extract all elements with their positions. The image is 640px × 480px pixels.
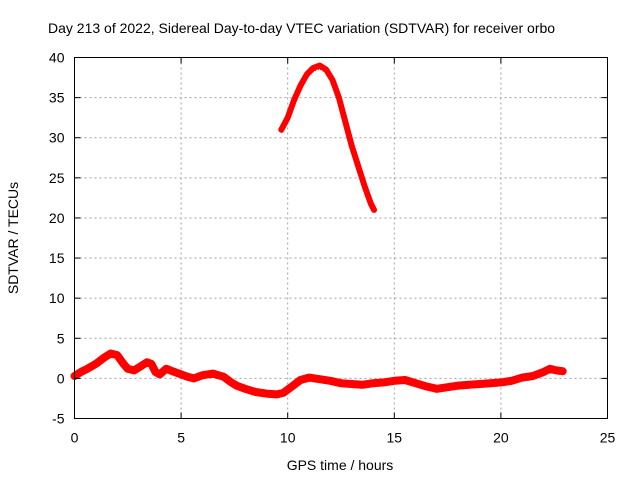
y-tick-label: 20 bbox=[49, 210, 65, 226]
y-tick-label: 35 bbox=[49, 90, 65, 106]
y-tick-label: 25 bbox=[49, 170, 65, 186]
x-tick-label: 0 bbox=[71, 430, 79, 446]
x-tick-label: 5 bbox=[177, 430, 185, 446]
y-tick-label: 15 bbox=[49, 250, 65, 266]
y-tick-label: 0 bbox=[57, 370, 65, 386]
y-tick-label: 5 bbox=[57, 330, 65, 346]
x-axis-label: GPS time / hours bbox=[287, 457, 394, 473]
y-tick-label: 40 bbox=[49, 50, 65, 66]
plot-frame bbox=[74, 57, 608, 419]
x-tick-label: 20 bbox=[493, 430, 509, 446]
series-line-arc-low bbox=[70, 349, 567, 399]
x-tick-label: 25 bbox=[600, 430, 616, 446]
y-axis-label: SDTVAR / TECUs bbox=[5, 182, 21, 294]
series-jitter-arc-high bbox=[280, 67, 375, 214]
x-tick-label: 10 bbox=[280, 430, 296, 446]
series-group bbox=[70, 62, 567, 399]
y-tick-label: 10 bbox=[49, 290, 65, 306]
chart-title: Day 213 of 2022, Sidereal Day-to-day VTE… bbox=[48, 20, 555, 36]
series-line-arc-high bbox=[278, 62, 377, 213]
ticks: 0 5 10 15 20 25 -5 0 5 10 15 20 25 30 35 40 bbox=[49, 50, 616, 446]
x-tick-label: 15 bbox=[387, 430, 403, 446]
y-tick-label: 30 bbox=[49, 130, 65, 146]
y-tick-label: -5 bbox=[52, 411, 65, 427]
